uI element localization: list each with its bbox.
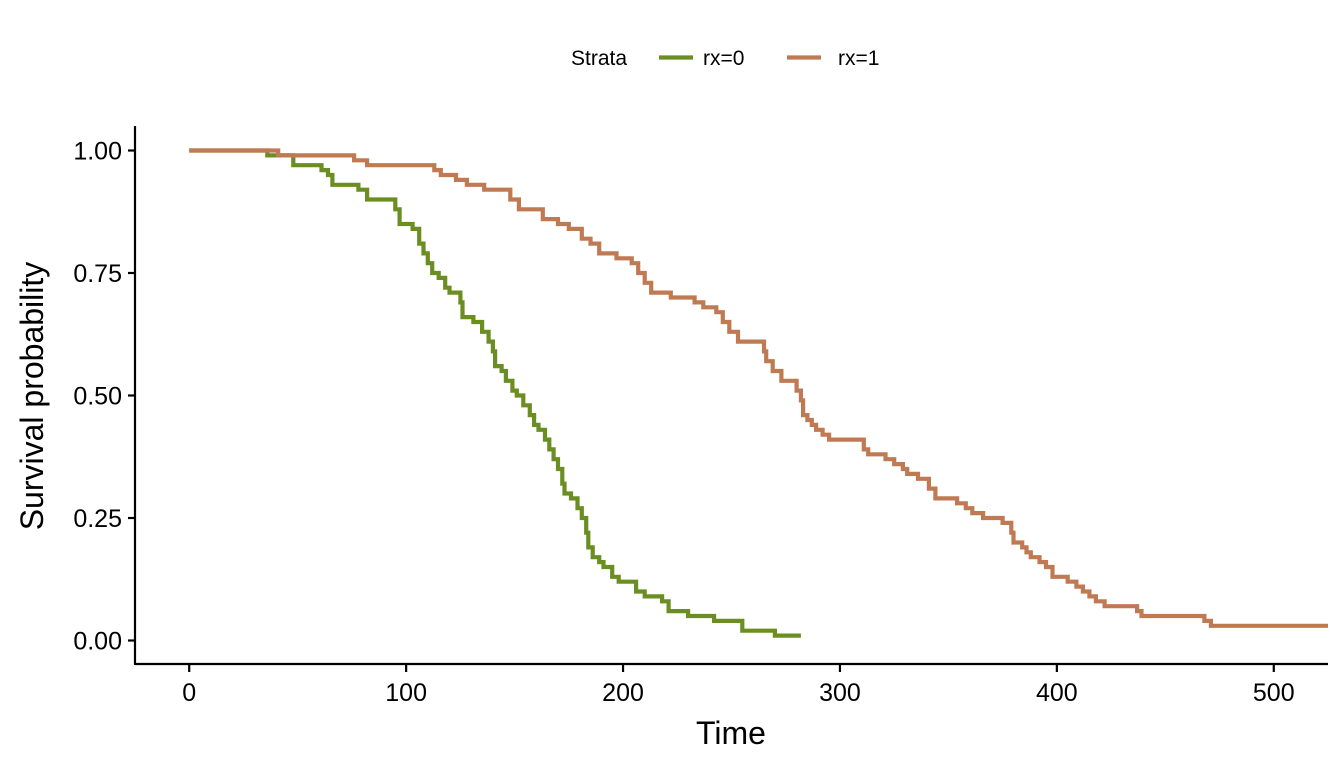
legend-label-rx1: rx=1: [838, 47, 879, 70]
survival-curve-rx1: [189, 148, 1328, 628]
survival-curve-rx0: [189, 148, 801, 638]
x-axis-title: Time: [696, 715, 766, 751]
y-axis: 0.00 0.25 0.50 0.75 1.00 Survival probabilit…: [14, 126, 137, 665]
x-ticks: 0 100 200 300 400 500: [182, 664, 1295, 707]
y-axis-title: Survival probability: [14, 262, 50, 531]
y-tick-label: 0.50: [73, 383, 122, 411]
x-tick-label: 0: [182, 679, 196, 707]
x-tick-label: 400: [1036, 679, 1078, 707]
y-tick-label: 1.00: [73, 138, 122, 166]
legend: Strata rx=0 rx=1: [571, 47, 879, 70]
y-tick-label: 0.25: [73, 505, 122, 533]
y-tick-label: 0.00: [73, 628, 122, 656]
legend-label-rx0: rx=0: [703, 47, 744, 70]
survival-curves: [189, 148, 1328, 638]
legend-title: Strata: [571, 47, 627, 70]
x-tick-label: 500: [1253, 679, 1295, 707]
x-tick-label: 200: [602, 679, 644, 707]
x-axis: 0 100 200 300 400 500 Time: [135, 662, 1328, 751]
y-tick-label: 0.75: [73, 260, 122, 288]
x-tick-label: 100: [385, 679, 427, 707]
plot-panel: [189, 148, 1328, 638]
x-tick-label: 300: [819, 679, 861, 707]
y-ticks: 0.00 0.25 0.50 0.75 1.00: [73, 138, 135, 656]
